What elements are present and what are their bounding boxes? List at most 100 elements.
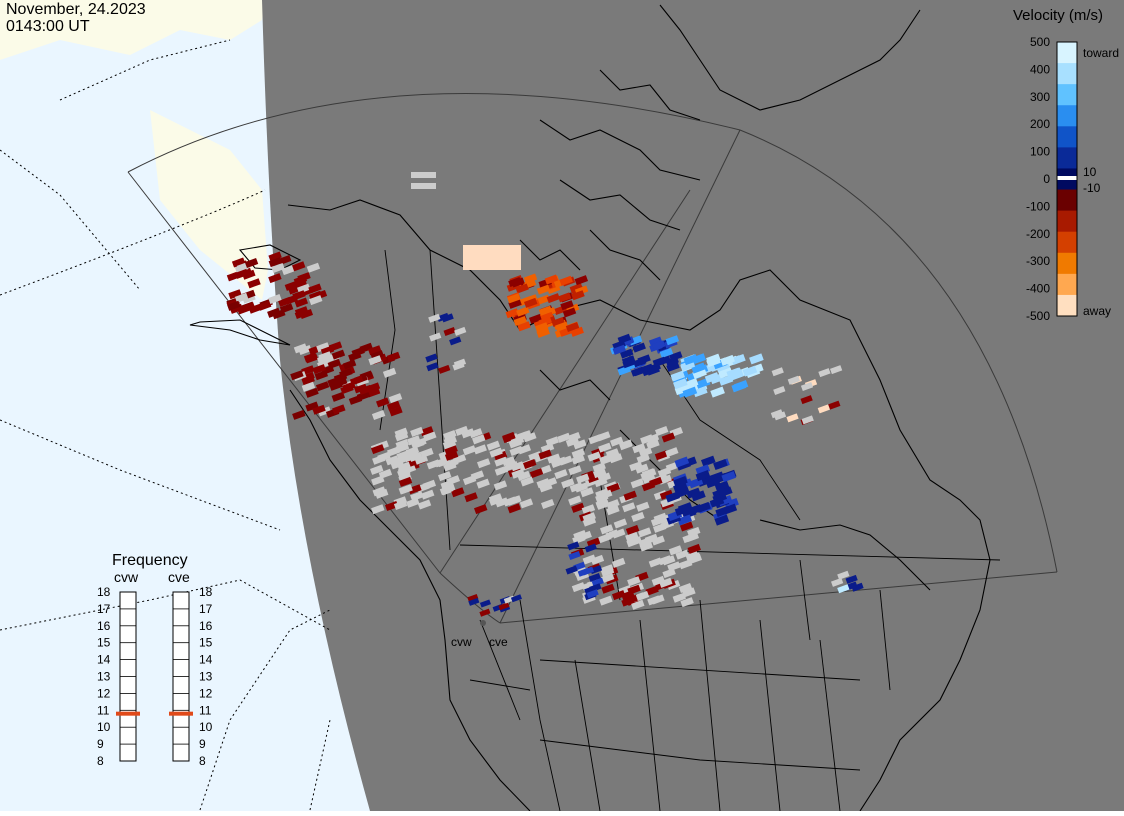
scatter-cell <box>461 428 475 439</box>
frequency-scale-label: 13 <box>199 670 213 684</box>
scatter-cell <box>301 381 316 392</box>
scatter-cell <box>733 380 749 392</box>
scatter-cell <box>567 541 580 551</box>
scatter-cell <box>601 583 615 594</box>
frequency-scale-label: 17 <box>97 602 111 616</box>
scatter-cell <box>227 300 241 311</box>
scatter-cell <box>651 340 666 351</box>
scatter-cell <box>773 386 786 396</box>
scatter-cell <box>422 479 437 490</box>
frequency-scale-label: 18 <box>97 585 111 599</box>
scatter-cell <box>511 277 525 288</box>
scatter-cell <box>686 487 701 499</box>
political-boundaries <box>379 249 1001 812</box>
scatter-cell <box>442 439 457 450</box>
scatter-cell <box>334 377 348 388</box>
velocity-tick-label: 400 <box>1030 62 1050 76</box>
scatter-cell <box>651 575 666 586</box>
scatter-cell <box>565 321 580 333</box>
scatter-cell <box>571 290 585 301</box>
velocity-scale-swatch <box>1057 273 1077 296</box>
frequency-marker <box>116 711 140 716</box>
scatter-cell <box>646 365 660 376</box>
scatter-cell <box>268 273 282 284</box>
scatter-cell <box>620 348 634 359</box>
radar-site-label-cvw: cvw <box>451 635 472 649</box>
velocity-scale-swatch <box>1057 189 1077 212</box>
scatter-cell <box>600 564 614 575</box>
scatter-cell <box>679 521 694 532</box>
coastlines <box>189 4 991 812</box>
scatter-cell <box>659 489 674 500</box>
scatter-cell <box>408 484 422 495</box>
scatter-cell <box>623 490 637 501</box>
radar-site-dot <box>480 620 486 626</box>
scatter-cell <box>305 387 319 398</box>
scatter-cell <box>683 354 699 366</box>
scatter-cell <box>605 529 619 540</box>
scatter-cell <box>298 344 312 356</box>
scatter-cell <box>665 491 681 503</box>
scatter-cell <box>384 500 399 512</box>
scatter-cell <box>570 326 584 337</box>
scatter-cell <box>701 455 716 467</box>
scatter-cell <box>443 429 457 441</box>
scatter-cell <box>674 504 690 516</box>
scatter-cell <box>428 313 441 323</box>
scatter-cell <box>721 471 737 483</box>
scatter-cell <box>599 595 613 606</box>
scatter-cell <box>710 386 725 398</box>
scatter-cell <box>584 585 597 595</box>
scatter-cell <box>303 352 318 363</box>
scatter-cell <box>371 409 386 421</box>
scatter-cell <box>576 473 590 484</box>
scatter-cell <box>318 351 332 362</box>
scatter-cell <box>673 476 688 488</box>
scatter-cell <box>678 582 693 594</box>
scatter-cell <box>648 336 663 347</box>
scatter-cell <box>714 480 730 492</box>
scatter-cell <box>578 530 592 541</box>
scatter-cell <box>609 453 623 464</box>
scatter-cell <box>413 437 427 448</box>
scatter-cell <box>371 444 385 455</box>
scatter-cell <box>529 468 544 479</box>
scatter-cell <box>633 357 647 368</box>
scatter-cell <box>617 333 632 344</box>
scatter-cell <box>629 461 643 472</box>
scatter-cell <box>242 269 256 280</box>
velocity-scale-swatch <box>1057 42 1077 64</box>
scatter-cell <box>388 393 403 404</box>
scatter-cell <box>654 450 669 461</box>
scatter-cell <box>674 384 690 396</box>
scatter-cell <box>290 370 304 381</box>
frequency-scale-label: 8 <box>199 754 206 768</box>
scatter-cell <box>800 395 813 405</box>
scatter-cell <box>619 440 633 451</box>
scatter-cell <box>555 321 569 332</box>
scatter-cell <box>547 453 561 464</box>
scatter-cell <box>593 468 607 479</box>
velocity-tick-label: 200 <box>1030 117 1050 131</box>
scatter-cell <box>674 456 690 468</box>
scatter-cell <box>560 300 574 311</box>
scatter-cell <box>551 316 565 328</box>
time-label: 0143:00 UT <box>6 18 90 35</box>
scatter-cell <box>661 432 676 443</box>
scatter-cell <box>665 447 679 458</box>
scatter-cell <box>516 306 530 317</box>
scatter-cell <box>453 358 467 368</box>
frequency-bars: 18 17 16 15 14 13 12 11 10 9 8 18 17 16 15 14 13 12 11 10 9 8 <box>97 585 213 768</box>
scatter-cell <box>493 480 508 491</box>
scatter-cell <box>647 595 661 606</box>
scatter-cell <box>454 326 467 336</box>
scatter-cell <box>691 362 706 374</box>
scatter-cell <box>331 391 346 402</box>
scatter-cell <box>442 483 456 494</box>
scatter-cell <box>673 481 688 493</box>
scatter-cell <box>590 554 605 565</box>
scatter-cell <box>464 492 478 503</box>
velocity-legend: Velocity (m/s) 500 400 300 200 100 0 -100 -200 -… <box>1013 7 1119 323</box>
scatter-cell <box>621 596 635 607</box>
